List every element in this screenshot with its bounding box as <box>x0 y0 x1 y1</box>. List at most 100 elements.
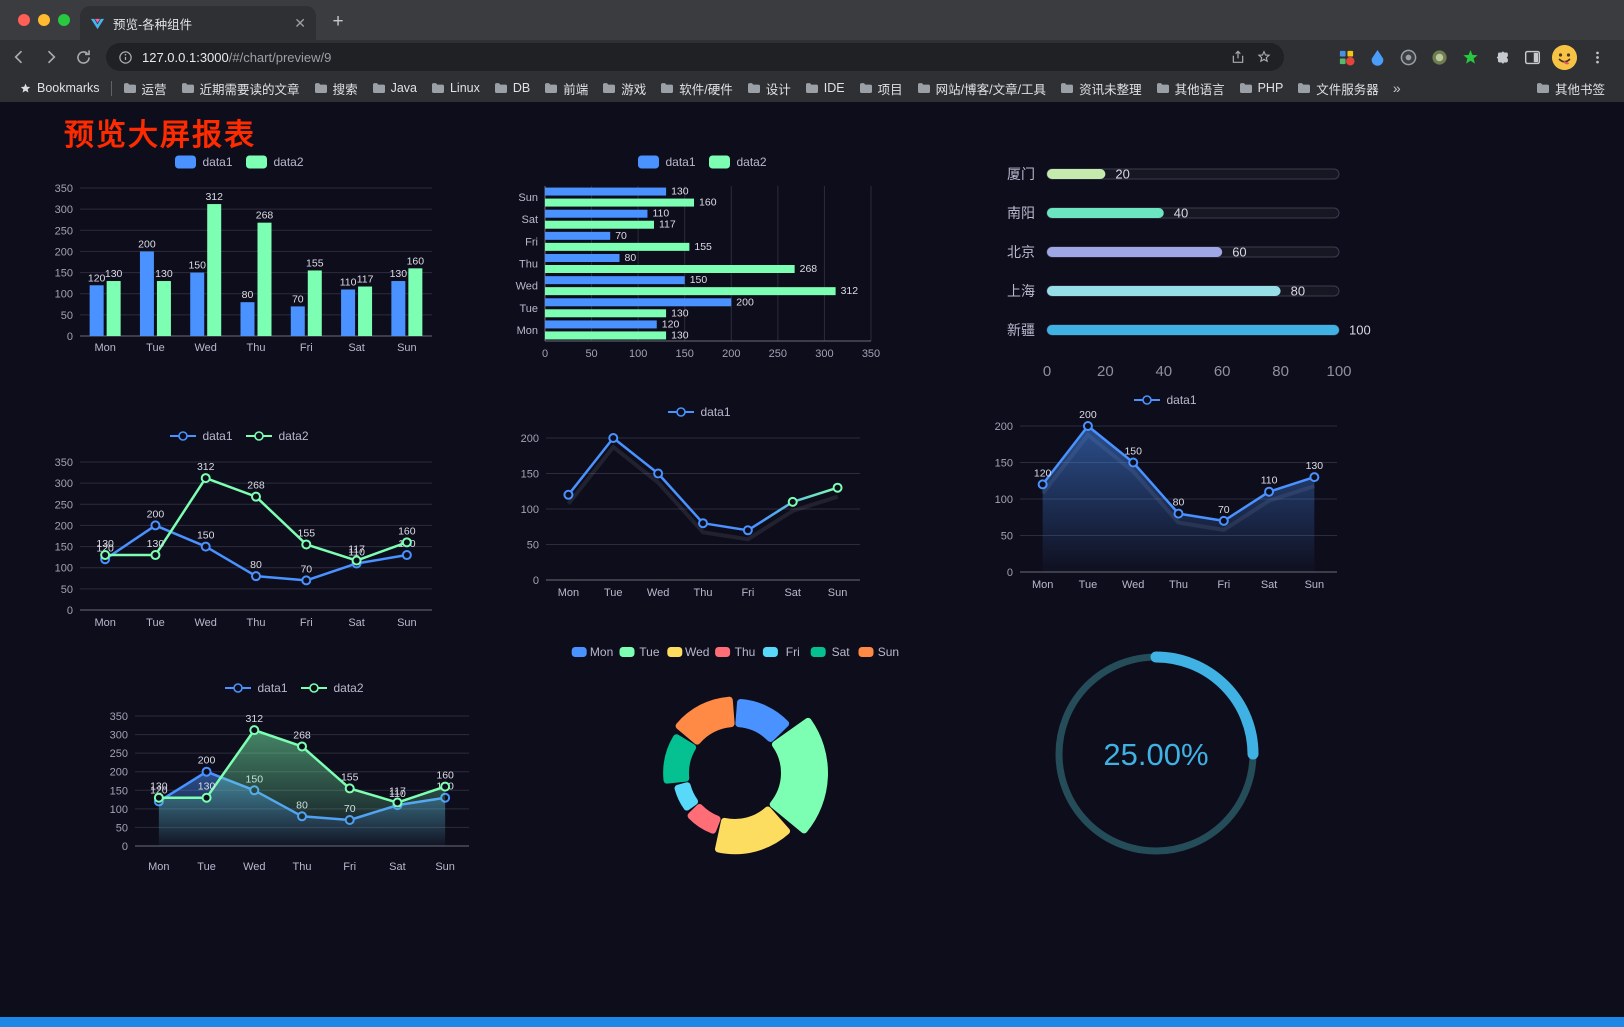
close-window-button[interactable] <box>18 14 30 26</box>
site-info-icon[interactable] <box>118 50 133 65</box>
extension-icon-4[interactable] <box>1428 46 1450 68</box>
legend-item-Mon[interactable]: Mon <box>571 645 614 659</box>
legend-item-Sun[interactable]: Sun <box>858 645 900 659</box>
folder-icon <box>1536 82 1550 94</box>
svg-text:130: 130 <box>96 538 114 550</box>
extension-icon-1[interactable] <box>1335 46 1357 68</box>
bookmark-folder[interactable]: DB <box>487 78 537 98</box>
bookmark-folder[interactable]: Java <box>365 78 424 98</box>
back-button[interactable] <box>6 44 32 70</box>
profile-avatar[interactable] <box>1552 44 1577 70</box>
svg-text:150: 150 <box>55 268 73 280</box>
share-icon[interactable] <box>1230 49 1246 65</box>
bookmark-folder[interactable]: 前端 <box>537 76 595 101</box>
svg-text:120: 120 <box>662 318 680 330</box>
svg-text:200: 200 <box>995 421 1013 433</box>
menu-kebab-icon[interactable] <box>1586 46 1608 68</box>
bookmark-folder[interactable]: 资讯未整理 <box>1053 76 1149 101</box>
url-text: 127.0.0.1:3000/#/chart/preview/9 <box>142 49 332 65</box>
svg-text:130: 130 <box>671 329 689 341</box>
chart-area-single: 0 50 100 150 200 Mon Tue Wed Thu Fri Sat Sun 120 200 1… <box>975 386 1357 614</box>
svg-text:新疆: 新疆 <box>1007 322 1035 338</box>
legend-item-data2[interactable]: data2 <box>301 681 364 695</box>
bookmark-folder[interactable]: 其他语言 <box>1149 76 1232 101</box>
address-bar[interactable]: 127.0.0.1:3000/#/chart/preview/9 <box>106 43 1284 71</box>
bookmark-star-icon[interactable] <box>1256 49 1272 65</box>
svg-text:0: 0 <box>1043 363 1051 380</box>
bookmark-folder[interactable]: 软件/硬件 <box>653 76 739 101</box>
svg-text:100: 100 <box>1349 323 1371 338</box>
extension-icon-2[interactable] <box>1366 46 1388 68</box>
legend-item-data1[interactable]: data1 <box>225 681 288 695</box>
svg-text:160: 160 <box>436 770 454 782</box>
tab-close-icon[interactable]: ✕ <box>294 15 306 31</box>
legend-item-data1[interactable]: data1 <box>1134 393 1197 407</box>
bookmark-folder[interactable]: 项目 <box>852 76 910 101</box>
legend-item-data1[interactable]: data1 <box>638 155 696 169</box>
bookmark-folder[interactable]: 文件服务器 <box>1290 76 1386 101</box>
traffic-lights[interactable] <box>18 14 70 26</box>
legend-item-data2[interactable]: data2 <box>246 155 304 169</box>
bookmark-folder[interactable]: IDE <box>798 78 852 98</box>
legend-item-data1[interactable]: data1 <box>170 429 233 443</box>
minimize-window-button[interactable] <box>38 14 50 26</box>
folder-icon <box>1239 82 1253 94</box>
svg-text:100: 100 <box>629 348 647 360</box>
svg-text:155: 155 <box>341 771 359 783</box>
svg-text:Fri: Fri <box>343 861 356 873</box>
new-tab-button[interactable]: + <box>332 11 344 32</box>
svg-text:100: 100 <box>110 804 128 816</box>
svg-text:Thu: Thu <box>694 587 713 599</box>
bookmark-folder[interactable]: Linux <box>424 78 487 98</box>
bookmark-folder[interactable]: 运营 <box>116 76 174 101</box>
svg-text:80: 80 <box>1291 284 1305 299</box>
forward-button[interactable] <box>38 44 64 70</box>
svg-text:20: 20 <box>1115 167 1129 182</box>
bookmark-folder[interactable]: PHP <box>1232 78 1291 98</box>
extension-icon-3[interactable] <box>1397 46 1419 68</box>
charts-area: 0 50 100 150 200 250 300 350 Mon Tue Wed Thu Fri Sat S… <box>0 102 1624 1027</box>
svg-text:70: 70 <box>1218 504 1230 516</box>
chart-progress-ring: 25.00% <box>1048 648 1268 862</box>
folder-icon <box>1156 82 1170 94</box>
extension-icon-5[interactable] <box>1459 46 1481 68</box>
bookmark-folder[interactable]: 搜索 <box>307 76 365 101</box>
svg-text:100: 100 <box>1326 363 1351 380</box>
svg-text:Mon: Mon <box>148 861 169 873</box>
legend-item-Wed[interactable]: Wed <box>667 645 709 659</box>
side-panel-icon[interactable] <box>1521 46 1543 68</box>
bookmarks-star-item[interactable]: Bookmarks <box>12 78 107 98</box>
legend-item-Thu[interactable]: Thu <box>715 645 755 659</box>
svg-text:268: 268 <box>800 263 818 275</box>
svg-text:Sun: Sun <box>1305 579 1325 591</box>
zoom-window-button[interactable] <box>58 14 70 26</box>
bookmark-folder[interactable]: 游戏 <box>595 76 653 101</box>
legend-item-data2[interactable]: data2 <box>709 155 767 169</box>
svg-text:data2: data2 <box>333 681 363 695</box>
svg-text:150: 150 <box>1124 446 1142 458</box>
bookmark-folder[interactable]: 设计 <box>740 76 798 101</box>
legend-item-data1[interactable]: data1 <box>175 155 233 169</box>
svg-text:155: 155 <box>298 527 316 539</box>
legend-item-data2[interactable]: data2 <box>246 429 309 443</box>
other-bookmarks[interactable]: 其他书签 <box>1529 76 1612 101</box>
svg-text:北京: 北京 <box>1007 244 1035 260</box>
svg-text:50: 50 <box>61 584 73 596</box>
legend-item-Fri[interactable]: Fri <box>762 645 800 659</box>
svg-text:200: 200 <box>521 433 539 445</box>
legend-item-data1[interactable]: data1 <box>668 405 731 419</box>
legend-item-Sat[interactable]: Sat <box>810 645 851 659</box>
bookmark-folder[interactable]: 近期需要读的文章 <box>174 76 307 101</box>
extensions-puzzle-icon[interactable] <box>1490 46 1512 68</box>
svg-text:268: 268 <box>256 210 274 222</box>
bookmarks-overflow-chevron[interactable]: » <box>1392 80 1401 96</box>
svg-text:0: 0 <box>533 575 539 587</box>
svg-text:Sat: Sat <box>832 645 851 659</box>
svg-text:150: 150 <box>188 260 206 272</box>
svg-text:Wed: Wed <box>516 281 538 293</box>
legend-item-Tue[interactable]: Tue <box>619 645 660 659</box>
svg-text:Thu: Thu <box>247 342 266 354</box>
browser-tab[interactable]: 预览-各种组件 ✕ <box>80 6 316 40</box>
bookmark-folder[interactable]: 网站/博客/文章/工具 <box>910 76 1053 101</box>
reload-button[interactable] <box>70 44 96 70</box>
